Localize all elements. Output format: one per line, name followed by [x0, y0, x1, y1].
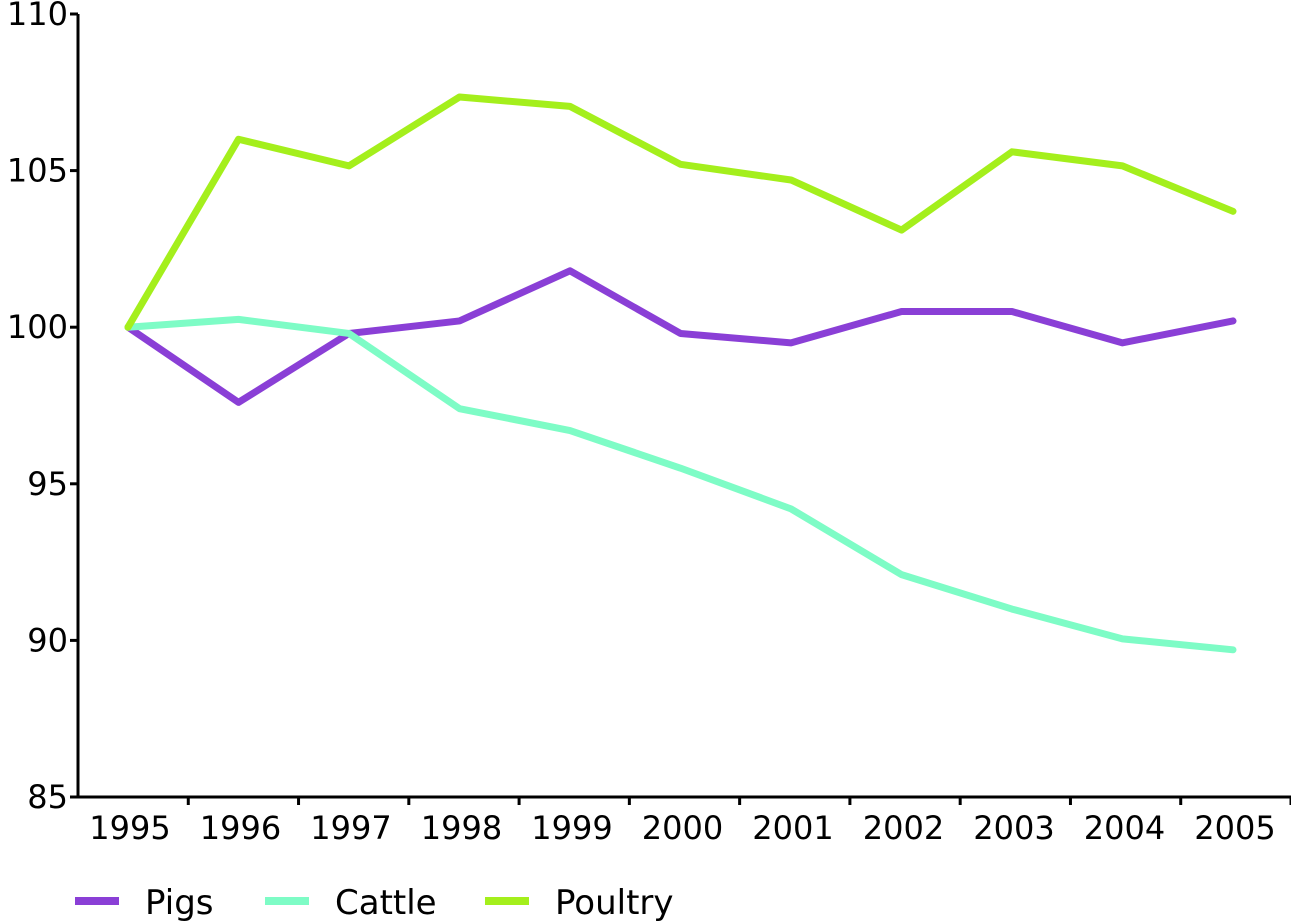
x-tick-label: 2003 — [973, 809, 1054, 847]
y-tick-label: 105 — [7, 152, 68, 190]
legend: Pigs Cattle Poultry — [75, 883, 674, 923]
legend-item-pigs: Pigs — [75, 883, 214, 923]
legend-label: Poultry — [555, 883, 674, 923]
y-tick-label: 95 — [27, 465, 68, 503]
x-tick-label: 1996 — [200, 809, 281, 847]
x-tick-label: 1999 — [531, 809, 612, 847]
x-tick-label: 1998 — [421, 809, 502, 847]
y-tick-label: 110 — [7, 0, 68, 33]
x-tick-label: 2000 — [642, 809, 723, 847]
legend-item-cattle: Cattle — [265, 883, 437, 923]
x-tick-label: 2002 — [863, 809, 944, 847]
legend-item-poultry: Poultry — [485, 883, 674, 923]
legend-label: Pigs — [145, 883, 214, 923]
legend-label: Cattle — [335, 883, 437, 923]
series-line-poultry — [124, 93, 1237, 331]
x-tick-label: 2004 — [1084, 809, 1165, 847]
x-tick-label: 2005 — [1194, 809, 1275, 847]
y-tick-label: 100 — [7, 308, 68, 346]
x-tick-label: 2001 — [752, 809, 833, 847]
x-tick-label: 1997 — [310, 809, 391, 847]
plot-area: 85 90 95 100 105 110 1995 1996 1997 1998 1999 2000… — [7, 0, 1291, 847]
y-tick-label: 90 — [27, 621, 68, 659]
series-line-pigs — [124, 267, 1237, 406]
y-axis-ticks: 85 90 95 100 105 110 — [7, 0, 78, 816]
y-tick-label: 85 — [27, 778, 68, 816]
series-layer — [124, 93, 1237, 654]
x-tick-label: 1995 — [89, 809, 170, 847]
x-axis-ticks: 1995 1996 1997 1998 1999 2000 2001 2002 2003 2004… — [89, 797, 1291, 847]
series-line-cattle — [124, 315, 1237, 654]
